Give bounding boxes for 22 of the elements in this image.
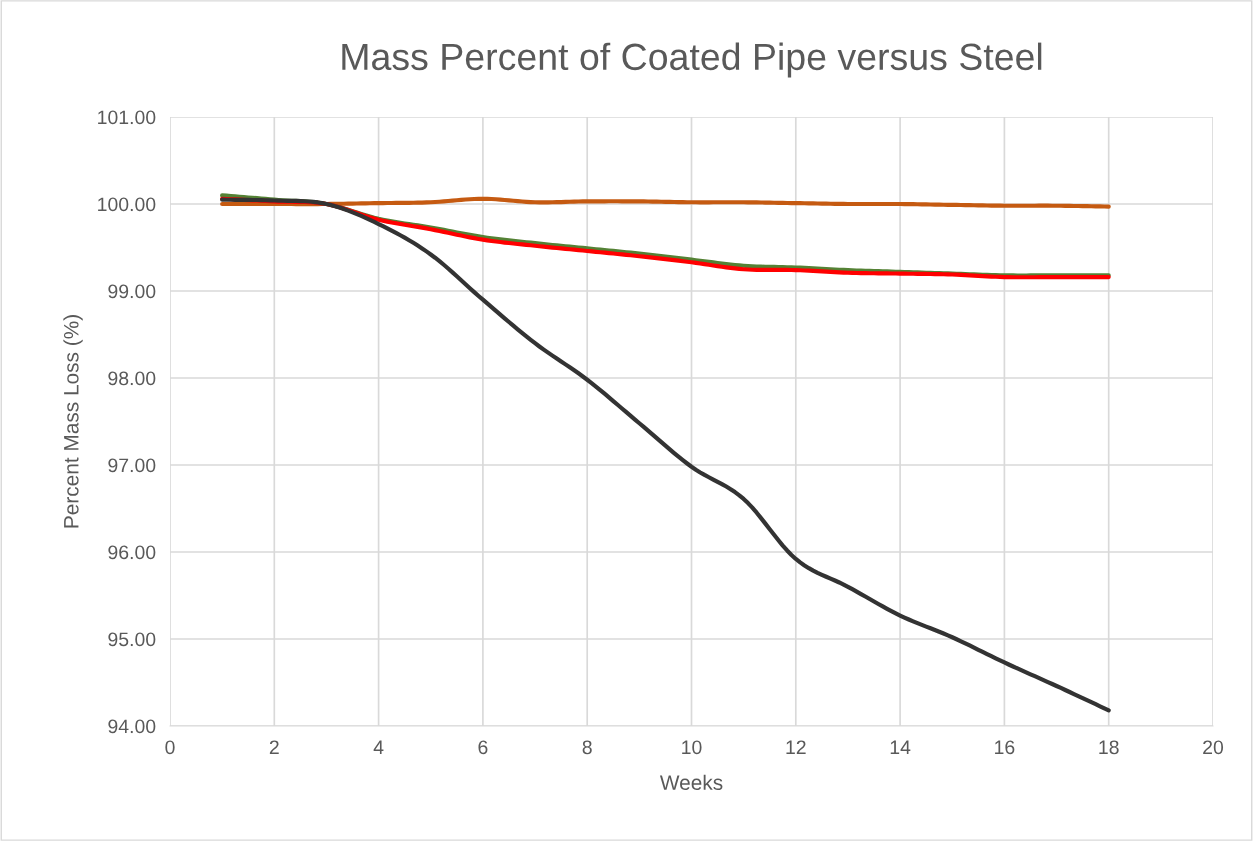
chart-title: Mass Percent of Coated Pipe versus Steel [342, 42, 1042, 78]
x-tick-label: 16 [995, 740, 1015, 755]
y-tick-label: 95.00 [108, 632, 156, 647]
x-tick-label: 14 [890, 740, 911, 754]
y-tick-label: 99.00 [108, 284, 156, 299]
y-tick-label: 94.00 [108, 719, 156, 734]
y-tick-label: 101.00 [98, 110, 156, 125]
x-axis-title: Weeks [659, 774, 723, 790]
y-tick-label: 97.00 [108, 458, 156, 473]
x-tick-label: 10 [682, 740, 702, 755]
y-tick-label: 100.00 [98, 197, 156, 212]
x-tick-label: 0 [165, 740, 175, 755]
y-tick-label: 96.00 [108, 545, 156, 560]
x-tick-label: 20 [1203, 740, 1224, 755]
x-tick-label: 18 [1099, 740, 1119, 755]
y-tick-label: 98.00 [108, 371, 156, 386]
x-tick-label: 12 [786, 740, 806, 754]
x-tick-label: 8 [582, 740, 592, 755]
y-axis-title: Percent Mass Loss (%) [63, 315, 83, 528]
x-tick-label: 4 [373, 740, 384, 754]
x-tick-label: 6 [478, 740, 488, 755]
x-tick-label: 2 [269, 740, 279, 754]
